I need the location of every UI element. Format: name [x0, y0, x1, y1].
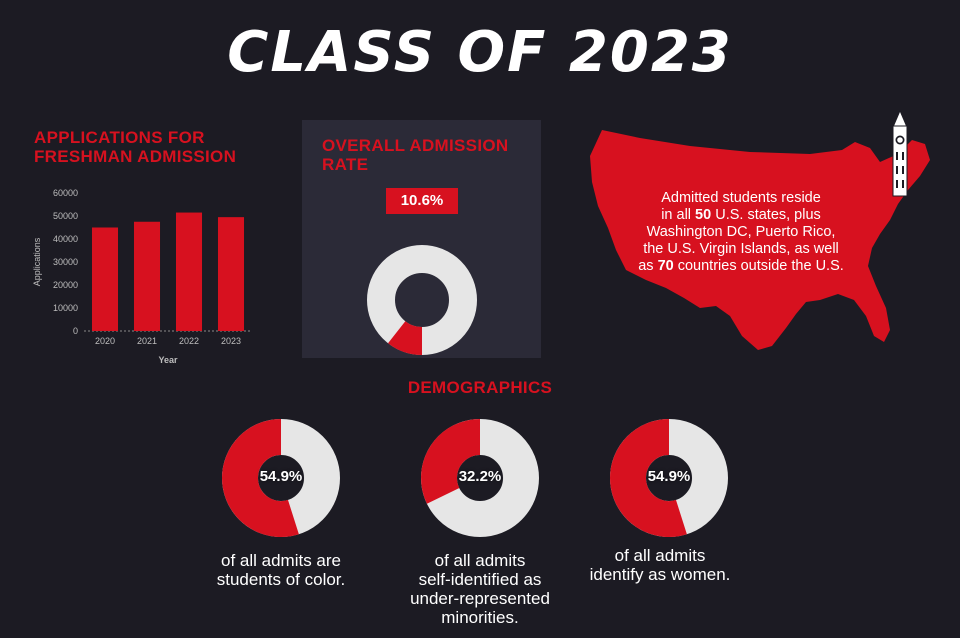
bar-2022: [175, 212, 203, 331]
y-tick-label: 20000: [53, 280, 78, 290]
us-map-shape: [590, 130, 930, 350]
applications-title-line2: FRESHMAN ADMISSION: [34, 147, 237, 166]
admission-rate-badge: 10.6%: [386, 188, 458, 214]
donut-value-arc: [421, 419, 482, 504]
admission-rate-title-line1: OVERALL ADMISSION: [322, 136, 509, 155]
bar-2023: [217, 217, 245, 331]
bar-2020: [91, 227, 119, 331]
demographics-donut-students-of-color: [222, 419, 340, 537]
x-tick-label: 2022: [179, 336, 199, 346]
demographics-donut-underrepresented: [421, 419, 539, 537]
demographics-caption-women: of all admits identify as women.: [589, 546, 731, 584]
y-tick-label: 60000: [53, 188, 78, 198]
demographics-pct-underrepresented: 32.2%: [458, 468, 502, 485]
y-tick-label: 10000: [53, 303, 78, 313]
applications-title: APPLICATIONS FOR FRESHMAN ADMISSION: [34, 128, 294, 166]
us-map-graphic: [590, 112, 930, 350]
x-axis-label: Year: [158, 355, 178, 365]
y-tick-label: 0: [73, 326, 78, 336]
bar-2021: [133, 221, 161, 331]
page-title: CLASS OF 2023: [227, 20, 733, 85]
applications-title-line1: APPLICATIONS FOR: [34, 128, 205, 147]
y-axis-label: Applications: [32, 237, 42, 286]
map-line4: the U.S. Virgin Islands, as well: [643, 241, 839, 257]
big-ben-icon: [892, 112, 908, 197]
map-line2: in all 50 U.S. states, plus: [661, 207, 821, 223]
admission-rate-donut: [367, 245, 477, 355]
x-tick-label: 2023: [221, 336, 241, 346]
admission-rate-title-line2: RATE: [322, 155, 369, 174]
donut-value-arc: [222, 419, 299, 537]
admission-rate-title: OVERALL ADMISSION RATE: [322, 136, 537, 174]
y-tick-label: 30000: [53, 257, 78, 267]
demographics-title: DEMOGRAPHICS: [407, 378, 553, 397]
x-tick-label: 2020: [95, 336, 115, 346]
demographics-donut-women: [610, 419, 728, 537]
applications-bar-chart: 0 10000 20000 30000 40000 50000 60000 2020 2021 2…: [32, 188, 252, 365]
admission-rate-panel: OVERALL ADMISSION RATE 10.6%: [302, 120, 541, 358]
map-description: Admitted students reside in all 50 U.S. …: [606, 190, 876, 275]
map-line5: as 70 countries outside the U.S.: [638, 258, 844, 274]
x-tick-label: 2021: [137, 336, 157, 346]
y-tick-label: 40000: [53, 234, 78, 244]
map-line1: Admitted students reside: [661, 190, 821, 206]
demographics-caption-underrepresented: of all admits self-identified as under-r…: [410, 551, 550, 627]
demographics-pct-students-of-color: 54.9%: [259, 468, 303, 485]
donut-value-arc: [610, 419, 687, 537]
map-line3: Washington DC, Puerto Rico,: [646, 224, 836, 240]
demographics-pct-women: 54.9%: [647, 468, 691, 485]
donut-value-arc: [388, 320, 423, 355]
demographics-caption-students-of-color: of all admits are students of color.: [216, 551, 346, 589]
y-tick-label: 50000: [53, 211, 78, 221]
